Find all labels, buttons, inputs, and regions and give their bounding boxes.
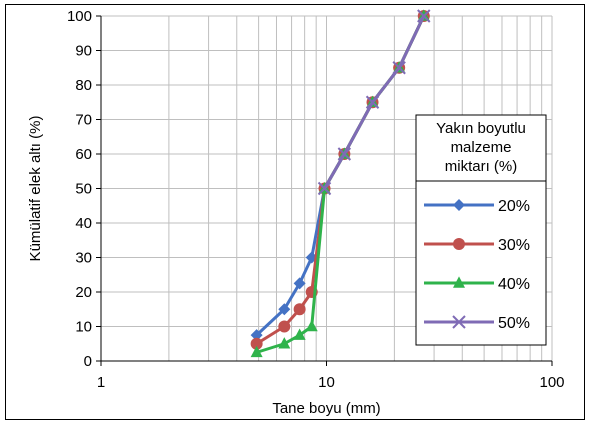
- y-tick-label: 50: [75, 181, 92, 198]
- data-point: [337, 147, 352, 161]
- data-point: [305, 319, 318, 332]
- data-point: [417, 9, 431, 23]
- legend-entry-label: 40%: [498, 276, 530, 293]
- y-tick-label: 80: [75, 77, 92, 94]
- y-tick-label: 70: [75, 112, 92, 129]
- y-tick-label: 40: [75, 215, 92, 232]
- data-point: [278, 320, 291, 333]
- y-tick-label: 0: [84, 353, 92, 370]
- x-tick-label: 1: [97, 374, 105, 391]
- legend-marker: [453, 276, 465, 288]
- legend-entry-label: 20%: [498, 198, 530, 215]
- y-tick-label: 60: [75, 146, 92, 163]
- legend-entry-label: 50%: [498, 315, 530, 332]
- y-tick-label: 20: [75, 284, 92, 301]
- y-axis-label: Kümülatif elek altı (%): [27, 116, 44, 262]
- legend-title-line: miktarı (%): [445, 158, 518, 175]
- data-point: [278, 303, 291, 316]
- data-point: [317, 181, 332, 196]
- data-point: [250, 337, 263, 350]
- x-axis-label: Tane boyu (mm): [272, 400, 380, 417]
- data-point: [365, 95, 380, 109]
- data-point: [293, 303, 306, 316]
- series-3: [317, 9, 431, 196]
- y-tick-label: 90: [75, 43, 92, 60]
- legend: Yakın boyutlu malzeme miktarı (%) 20% 30% 40%…: [415, 114, 547, 346]
- data-point: [293, 328, 306, 340]
- y-tick-label: 30: [75, 250, 92, 267]
- legend-box: [415, 114, 547, 346]
- legend-marker: [453, 238, 465, 250]
- y-tick-label: 10: [75, 319, 92, 336]
- data-point: [250, 329, 263, 342]
- legend-title-line: Yakın boyutlu: [436, 120, 526, 137]
- data-point: [293, 277, 306, 290]
- data-point: [392, 61, 406, 75]
- legend-entry-label: 30%: [498, 237, 530, 254]
- x-tick-label: 10: [318, 374, 335, 391]
- y-tick-label: 100: [67, 8, 92, 25]
- chart-frame: 0 10 20 30 40 50 60 70 80 90 100 1 10 100 Tane boyu (m…: [5, 4, 585, 420]
- data-point: [250, 345, 263, 358]
- x-tick-label: 100: [539, 374, 564, 391]
- data-point: [278, 337, 291, 349]
- legend-marker: [453, 199, 465, 211]
- series-line: [323, 15, 426, 190]
- legend-title-line: malzeme: [451, 139, 512, 156]
- legend-marker: [452, 315, 466, 329]
